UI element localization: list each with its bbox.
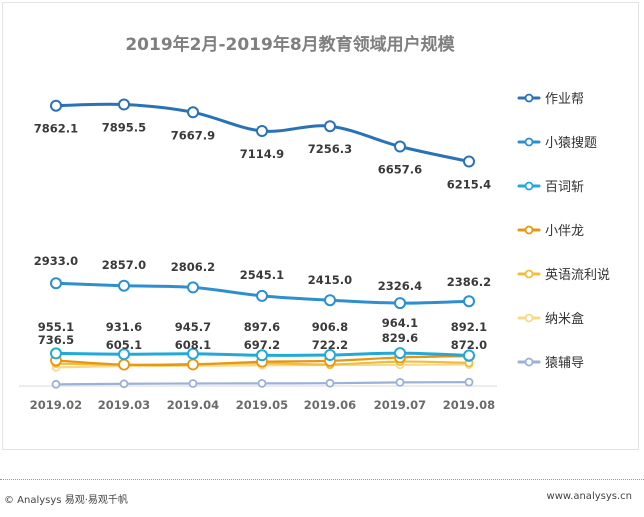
- data-label: 736.5: [38, 333, 74, 347]
- legend-swatch-marker: [524, 357, 534, 367]
- data-label: 605.1: [106, 338, 142, 352]
- data-label: 7895.5: [102, 121, 146, 135]
- data-label: 7114.9: [240, 147, 284, 161]
- series-2-point: [50, 277, 62, 290]
- series-4-point: [118, 358, 130, 371]
- legend-label: 作业帮: [545, 92, 584, 107]
- footer-divider: [0, 479, 644, 480]
- legend-label: 小伴龙: [545, 224, 584, 239]
- series-2-point: [324, 294, 336, 307]
- data-label: 2933.0: [34, 254, 78, 268]
- series-1-point: [256, 125, 268, 137]
- series-2-point: [256, 289, 268, 302]
- data-label: 892.1: [451, 320, 487, 334]
- series-7-point: [188, 379, 198, 388]
- data-label: 2415.0: [308, 273, 352, 287]
- data-label: 964.1: [382, 316, 418, 330]
- series-3-point: [463, 349, 475, 362]
- series-2-point: [187, 281, 199, 294]
- x-tick-label: 2019.02: [30, 398, 82, 412]
- data-label: 829.6: [382, 331, 418, 345]
- legend-swatch-marker: [524, 93, 534, 103]
- series-1-point: [463, 155, 475, 168]
- series-7-point: [464, 377, 474, 387]
- legend-label: 百词斩: [545, 180, 584, 195]
- data-label: 955.1: [38, 320, 74, 334]
- series-3-point: [394, 347, 406, 360]
- data-label: 6215.4: [447, 177, 491, 191]
- series-7-point: [257, 378, 267, 388]
- footer-copyright: © Analysys 易观·易观千帆: [4, 495, 128, 506]
- legend-label: 纳米盒: [545, 311, 584, 327]
- chart-title: 2019年2月-2019年8月教育领域用户规模: [125, 34, 455, 55]
- data-label: 906.8: [312, 320, 348, 334]
- x-tick-label: 2019.05: [236, 398, 288, 412]
- legend-label: 小猿搜题: [545, 136, 597, 151]
- series-1-point: [187, 106, 199, 119]
- series-1-point: [50, 99, 62, 112]
- x-tick-label: 2019.03: [98, 398, 150, 412]
- x-tick-label: 2019.07: [374, 398, 426, 412]
- chart-frame: 2019年2月-2019年8月教育领域用户规模 7862.1 7895.5 7667…: [2, 2, 639, 450]
- data-label: 7862.1: [34, 122, 78, 136]
- series-3-point: [324, 349, 336, 361]
- data-label: 897.6: [244, 320, 280, 334]
- legend-swatch-marker: [524, 181, 534, 191]
- data-label: 697.2: [244, 338, 280, 352]
- data-label: 7256.3: [308, 142, 352, 156]
- series-7-point: [395, 377, 405, 387]
- series-7-point: [325, 378, 335, 388]
- series-7-point: [51, 379, 61, 389]
- series-3-point: [118, 348, 130, 361]
- data-label: 608.1: [175, 338, 211, 352]
- data-label: 6657.6: [378, 162, 422, 176]
- data-label: 2857.0: [102, 258, 146, 272]
- data-label: 2545.1: [240, 268, 284, 282]
- data-label: 2386.2: [447, 275, 491, 289]
- series-1-point: [324, 120, 336, 133]
- data-label: 2326.4: [378, 279, 422, 293]
- series-2-point: [118, 279, 130, 292]
- legend-label: 英语流利说: [545, 268, 610, 283]
- data-label: 872.0: [451, 338, 487, 352]
- legend-label: 猿辅导: [545, 356, 584, 371]
- legend-swatch-marker: [524, 137, 534, 147]
- series-3-point: [256, 349, 268, 362]
- legend-swatch-marker: [524, 313, 534, 323]
- data-label: 2806.2: [171, 260, 215, 274]
- series-1-point: [118, 98, 130, 111]
- series-2-point: [463, 295, 475, 308]
- series-4-point: [187, 358, 199, 371]
- data-label: 945.7: [175, 320, 211, 334]
- data-label: 722.2: [312, 338, 348, 352]
- series-3-point: [187, 347, 199, 360]
- legend-swatch-marker: [524, 269, 534, 279]
- x-tick-label: 2019.06: [304, 398, 356, 412]
- line-chart: 2019年2月-2019年8月教育领域用户规模 7862.1 7895.5 7667…: [19, 34, 610, 412]
- data-label: 931.6: [106, 320, 142, 334]
- x-tick-label: 2019.08: [443, 398, 495, 412]
- series-1-point: [394, 140, 406, 153]
- footer-website: www.analysys.cn: [546, 491, 632, 502]
- series-3-point: [50, 347, 62, 360]
- legend-swatch-marker: [524, 225, 534, 235]
- x-tick-label: 2019.04: [167, 398, 219, 412]
- series-2-point: [394, 297, 406, 310]
- data-label: 7667.9: [171, 128, 215, 142]
- series-7-point: [119, 379, 129, 389]
